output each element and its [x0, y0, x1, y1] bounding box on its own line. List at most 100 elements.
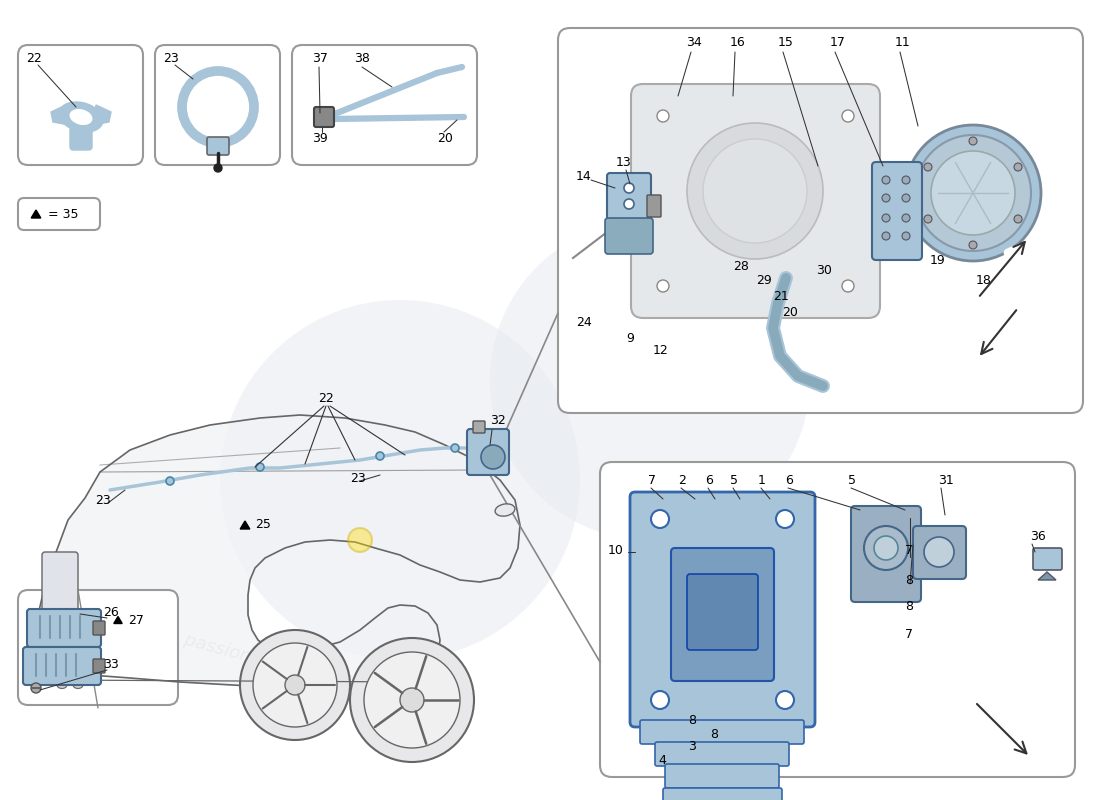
Text: 26: 26 [103, 606, 119, 618]
Circle shape [864, 526, 907, 570]
Text: 9: 9 [626, 331, 634, 345]
Circle shape [256, 463, 264, 471]
FancyBboxPatch shape [155, 45, 280, 165]
Text: 8: 8 [905, 574, 913, 586]
Circle shape [905, 125, 1041, 261]
Circle shape [240, 630, 350, 740]
Text: 22: 22 [318, 391, 333, 405]
FancyBboxPatch shape [631, 84, 880, 318]
Text: 18: 18 [976, 274, 992, 286]
Circle shape [882, 176, 890, 184]
Polygon shape [240, 521, 250, 529]
FancyBboxPatch shape [18, 45, 143, 165]
Text: 30: 30 [816, 263, 832, 277]
Text: 3: 3 [688, 741, 696, 754]
Circle shape [490, 220, 810, 540]
Circle shape [350, 638, 474, 762]
FancyBboxPatch shape [913, 526, 966, 579]
Text: 1: 1 [758, 474, 766, 486]
FancyBboxPatch shape [473, 421, 485, 433]
Text: 19: 19 [930, 254, 946, 266]
Circle shape [902, 232, 910, 240]
Ellipse shape [73, 682, 82, 689]
Circle shape [882, 194, 890, 202]
FancyBboxPatch shape [292, 45, 477, 165]
Text: 25: 25 [255, 518, 271, 531]
FancyBboxPatch shape [671, 548, 774, 681]
Circle shape [451, 444, 459, 452]
Circle shape [624, 183, 634, 193]
FancyBboxPatch shape [18, 198, 100, 230]
Text: = 35: = 35 [48, 207, 78, 221]
FancyBboxPatch shape [18, 590, 178, 705]
Ellipse shape [59, 102, 102, 132]
Circle shape [924, 215, 932, 223]
FancyBboxPatch shape [640, 720, 804, 744]
Text: 24: 24 [576, 317, 592, 330]
Text: 21: 21 [773, 290, 789, 302]
FancyBboxPatch shape [688, 574, 758, 650]
FancyBboxPatch shape [1033, 548, 1062, 570]
FancyBboxPatch shape [654, 742, 789, 766]
Text: 28: 28 [733, 259, 749, 273]
Text: 23: 23 [163, 53, 178, 66]
Circle shape [376, 452, 384, 460]
Circle shape [924, 163, 932, 171]
Text: 34: 34 [686, 37, 702, 50]
Text: 6: 6 [705, 474, 713, 486]
FancyBboxPatch shape [468, 429, 509, 475]
Ellipse shape [57, 682, 67, 689]
Text: 4: 4 [658, 754, 666, 766]
Text: 20: 20 [437, 133, 453, 146]
Polygon shape [31, 210, 41, 218]
Polygon shape [94, 105, 111, 125]
FancyBboxPatch shape [207, 137, 229, 155]
Circle shape [703, 139, 807, 243]
Text: 10: 10 [608, 543, 624, 557]
Text: 23: 23 [350, 471, 365, 485]
Text: a passion for parts since 1985: a passion for parts since 1985 [166, 626, 433, 714]
Circle shape [688, 123, 823, 259]
Circle shape [214, 164, 222, 172]
FancyBboxPatch shape [42, 552, 78, 613]
Text: 27: 27 [128, 614, 144, 626]
FancyBboxPatch shape [70, 124, 92, 150]
Polygon shape [39, 415, 520, 688]
Circle shape [882, 232, 890, 240]
Circle shape [915, 135, 1031, 251]
Text: 12: 12 [653, 343, 669, 357]
Polygon shape [113, 617, 122, 623]
Polygon shape [1038, 572, 1056, 580]
Circle shape [220, 300, 580, 660]
Text: 14: 14 [576, 170, 592, 182]
FancyBboxPatch shape [630, 492, 815, 727]
Text: 7: 7 [905, 543, 913, 557]
Text: 36: 36 [1030, 530, 1046, 543]
FancyBboxPatch shape [666, 764, 779, 788]
Circle shape [969, 137, 977, 145]
Circle shape [902, 176, 910, 184]
Text: 8: 8 [905, 601, 913, 614]
Circle shape [902, 194, 910, 202]
Text: 8: 8 [710, 727, 718, 741]
Circle shape [931, 151, 1015, 235]
Circle shape [253, 643, 337, 727]
Circle shape [166, 477, 174, 485]
Text: 2: 2 [678, 474, 686, 486]
Circle shape [969, 241, 977, 249]
FancyBboxPatch shape [600, 462, 1075, 777]
Circle shape [776, 691, 794, 709]
Circle shape [400, 688, 424, 712]
FancyBboxPatch shape [94, 659, 104, 673]
Circle shape [874, 536, 898, 560]
FancyBboxPatch shape [663, 788, 782, 800]
Text: 15: 15 [778, 37, 794, 50]
Polygon shape [51, 105, 69, 125]
Circle shape [481, 445, 505, 469]
Text: 5: 5 [848, 474, 856, 486]
Text: 17: 17 [830, 37, 846, 50]
Circle shape [651, 510, 669, 528]
Circle shape [285, 675, 305, 695]
Text: 13: 13 [616, 157, 631, 170]
FancyBboxPatch shape [851, 506, 921, 602]
